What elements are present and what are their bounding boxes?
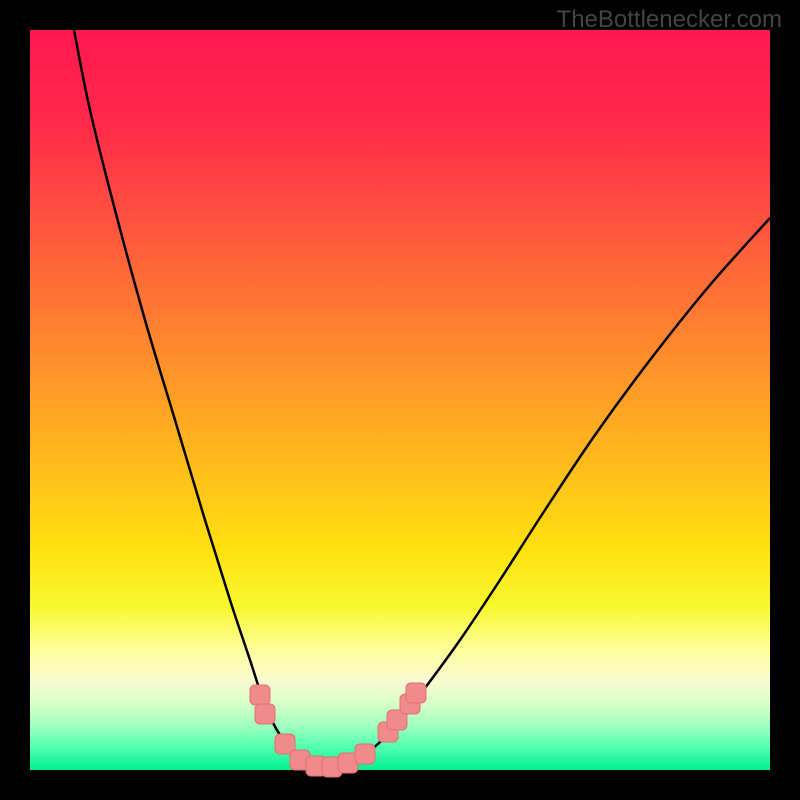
- curve-marker: [355, 744, 375, 764]
- plot-gradient-area: [30, 30, 770, 770]
- curve-marker: [255, 704, 275, 724]
- watermark-text: TheBottlenecker.com: [557, 6, 782, 34]
- chart-container: TheBottlenecker.com: [0, 0, 800, 800]
- bottleneck-chart: [0, 0, 800, 800]
- curve-marker: [250, 685, 270, 705]
- curve-marker: [406, 683, 426, 703]
